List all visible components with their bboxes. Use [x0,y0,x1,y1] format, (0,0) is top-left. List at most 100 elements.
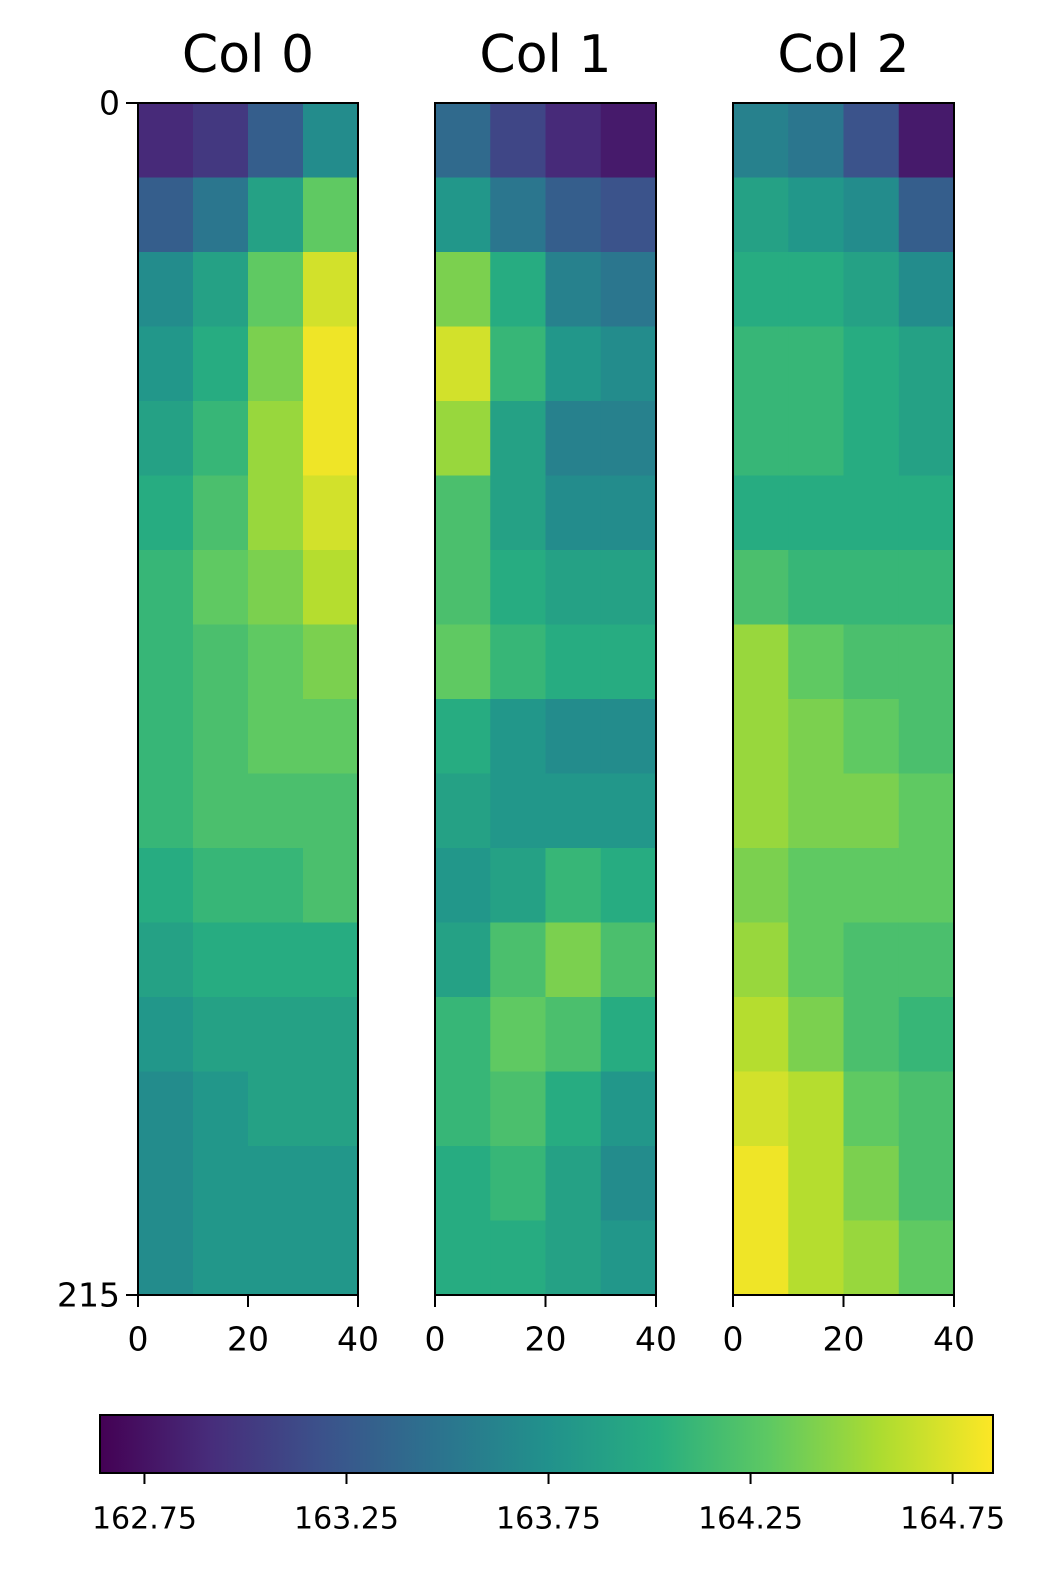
heatmap-cell [490,475,547,551]
heatmap-cell [303,252,359,328]
heatmap-cell [843,1146,900,1222]
heatmap-cell [303,326,359,402]
heatmap-cell [303,997,359,1073]
heatmap-cell [545,1220,602,1296]
heatmap-cell [435,848,491,924]
heatmap-cell [435,1220,491,1296]
heatmap-cell [843,773,900,849]
colorbar-tick-label: 164.25 [698,1502,803,1537]
heatmap-cell [545,1071,602,1147]
heatmap-cell [435,475,491,551]
heatmap-cell [898,848,955,924]
heatmap-cell [898,475,955,551]
heatmap-cell [600,550,657,626]
x-tick-label: 40 [635,1320,677,1359]
heatmap-cell [898,252,955,328]
heatmap-cell [435,997,491,1073]
x-tick-label: 40 [933,1320,975,1359]
heatmap-cell [490,252,547,328]
heatmap-cell [898,550,955,626]
heatmap-cell [138,550,194,626]
heatmap-cell [435,1071,491,1147]
heatmap-cell [733,177,789,253]
heatmap-cell [248,1071,304,1147]
heatmap-cell [898,1146,955,1222]
x-tick-label: 20 [823,1320,865,1359]
heatmap-cell [600,475,657,551]
heatmap-cell [733,252,789,328]
heatmap-cell [193,997,249,1073]
heatmap-cell [193,848,249,924]
heatmap-cell [193,624,249,700]
x-tick-label: 20 [525,1320,567,1359]
heatmap-cell [843,699,900,775]
heatmap-cell [138,103,194,179]
heatmap-cell [843,550,900,626]
heatmap-cell [788,326,845,402]
heatmap-cell [248,550,304,626]
heatmap-cell [843,1071,900,1147]
heatmap-cell [898,103,955,179]
heatmap-cell [788,252,845,328]
heatmap-cell [733,1146,789,1222]
heatmap-cell [303,773,359,849]
heatmap-cell [138,475,194,551]
heatmap-cell [193,475,249,551]
heatmap-cell [490,997,547,1073]
heatmap-cell [435,252,491,328]
colorbar [99,1414,994,1474]
heatmap-cell [435,401,491,477]
heatmap-cell [490,177,547,253]
heatmap-cell [303,401,359,477]
heatmap-cell [898,922,955,998]
heatmap-cell [600,252,657,328]
heatmap-cell [545,475,602,551]
heatmap-cell [490,1220,547,1296]
heatmap-cell [733,401,789,477]
heatmap-cell [733,475,789,551]
x-tick-label: 0 [723,1320,744,1359]
heatmap-cell [788,848,845,924]
heatmap-cell [600,624,657,700]
heatmap-cell [600,103,657,179]
heatmap-cell [788,1071,845,1147]
heatmap-cell [600,177,657,253]
heatmap-cell [733,699,789,775]
heatmap-cell [435,922,491,998]
heatmap-cell [600,848,657,924]
heatmap-cell [435,699,491,775]
y-tick-label: 215 [57,1276,120,1315]
heatmap-cell [303,1220,359,1296]
heatmap-cell [600,773,657,849]
heatmap-cell [545,550,602,626]
heatmap-cell [843,326,900,402]
colorbar-tick-label: 163.25 [294,1502,399,1537]
heatmap-cell [138,1220,194,1296]
heatmap-cell [138,1146,194,1222]
colorbar-tick-label: 164.75 [900,1502,1005,1537]
heatmap-cell [788,922,845,998]
heatmap-cell [898,773,955,849]
heatmap-cell [248,997,304,1073]
heatmap-cell [303,624,359,700]
heatmap-cell [435,326,491,402]
heatmap-cell [788,1146,845,1222]
heatmap-cell [138,401,194,477]
heatmap-cell [898,624,955,700]
panel-title: Col 2 [777,25,909,85]
heatmap-cell [600,922,657,998]
panel-title: Col 0 [182,25,314,85]
heatmap-cell [733,326,789,402]
heatmap-cell [898,326,955,402]
heatmap-cell [545,103,602,179]
heatmap-cell [898,177,955,253]
heatmap-cell [843,252,900,328]
heatmap-cell [843,475,900,551]
heatmap-cell [843,177,900,253]
heatmap-cell [490,550,547,626]
heatmap-cell [138,997,194,1073]
heatmap-cell [733,1071,789,1147]
x-tick-label: 0 [128,1320,149,1359]
heatmap-cell [788,624,845,700]
heatmap-cell [138,699,194,775]
